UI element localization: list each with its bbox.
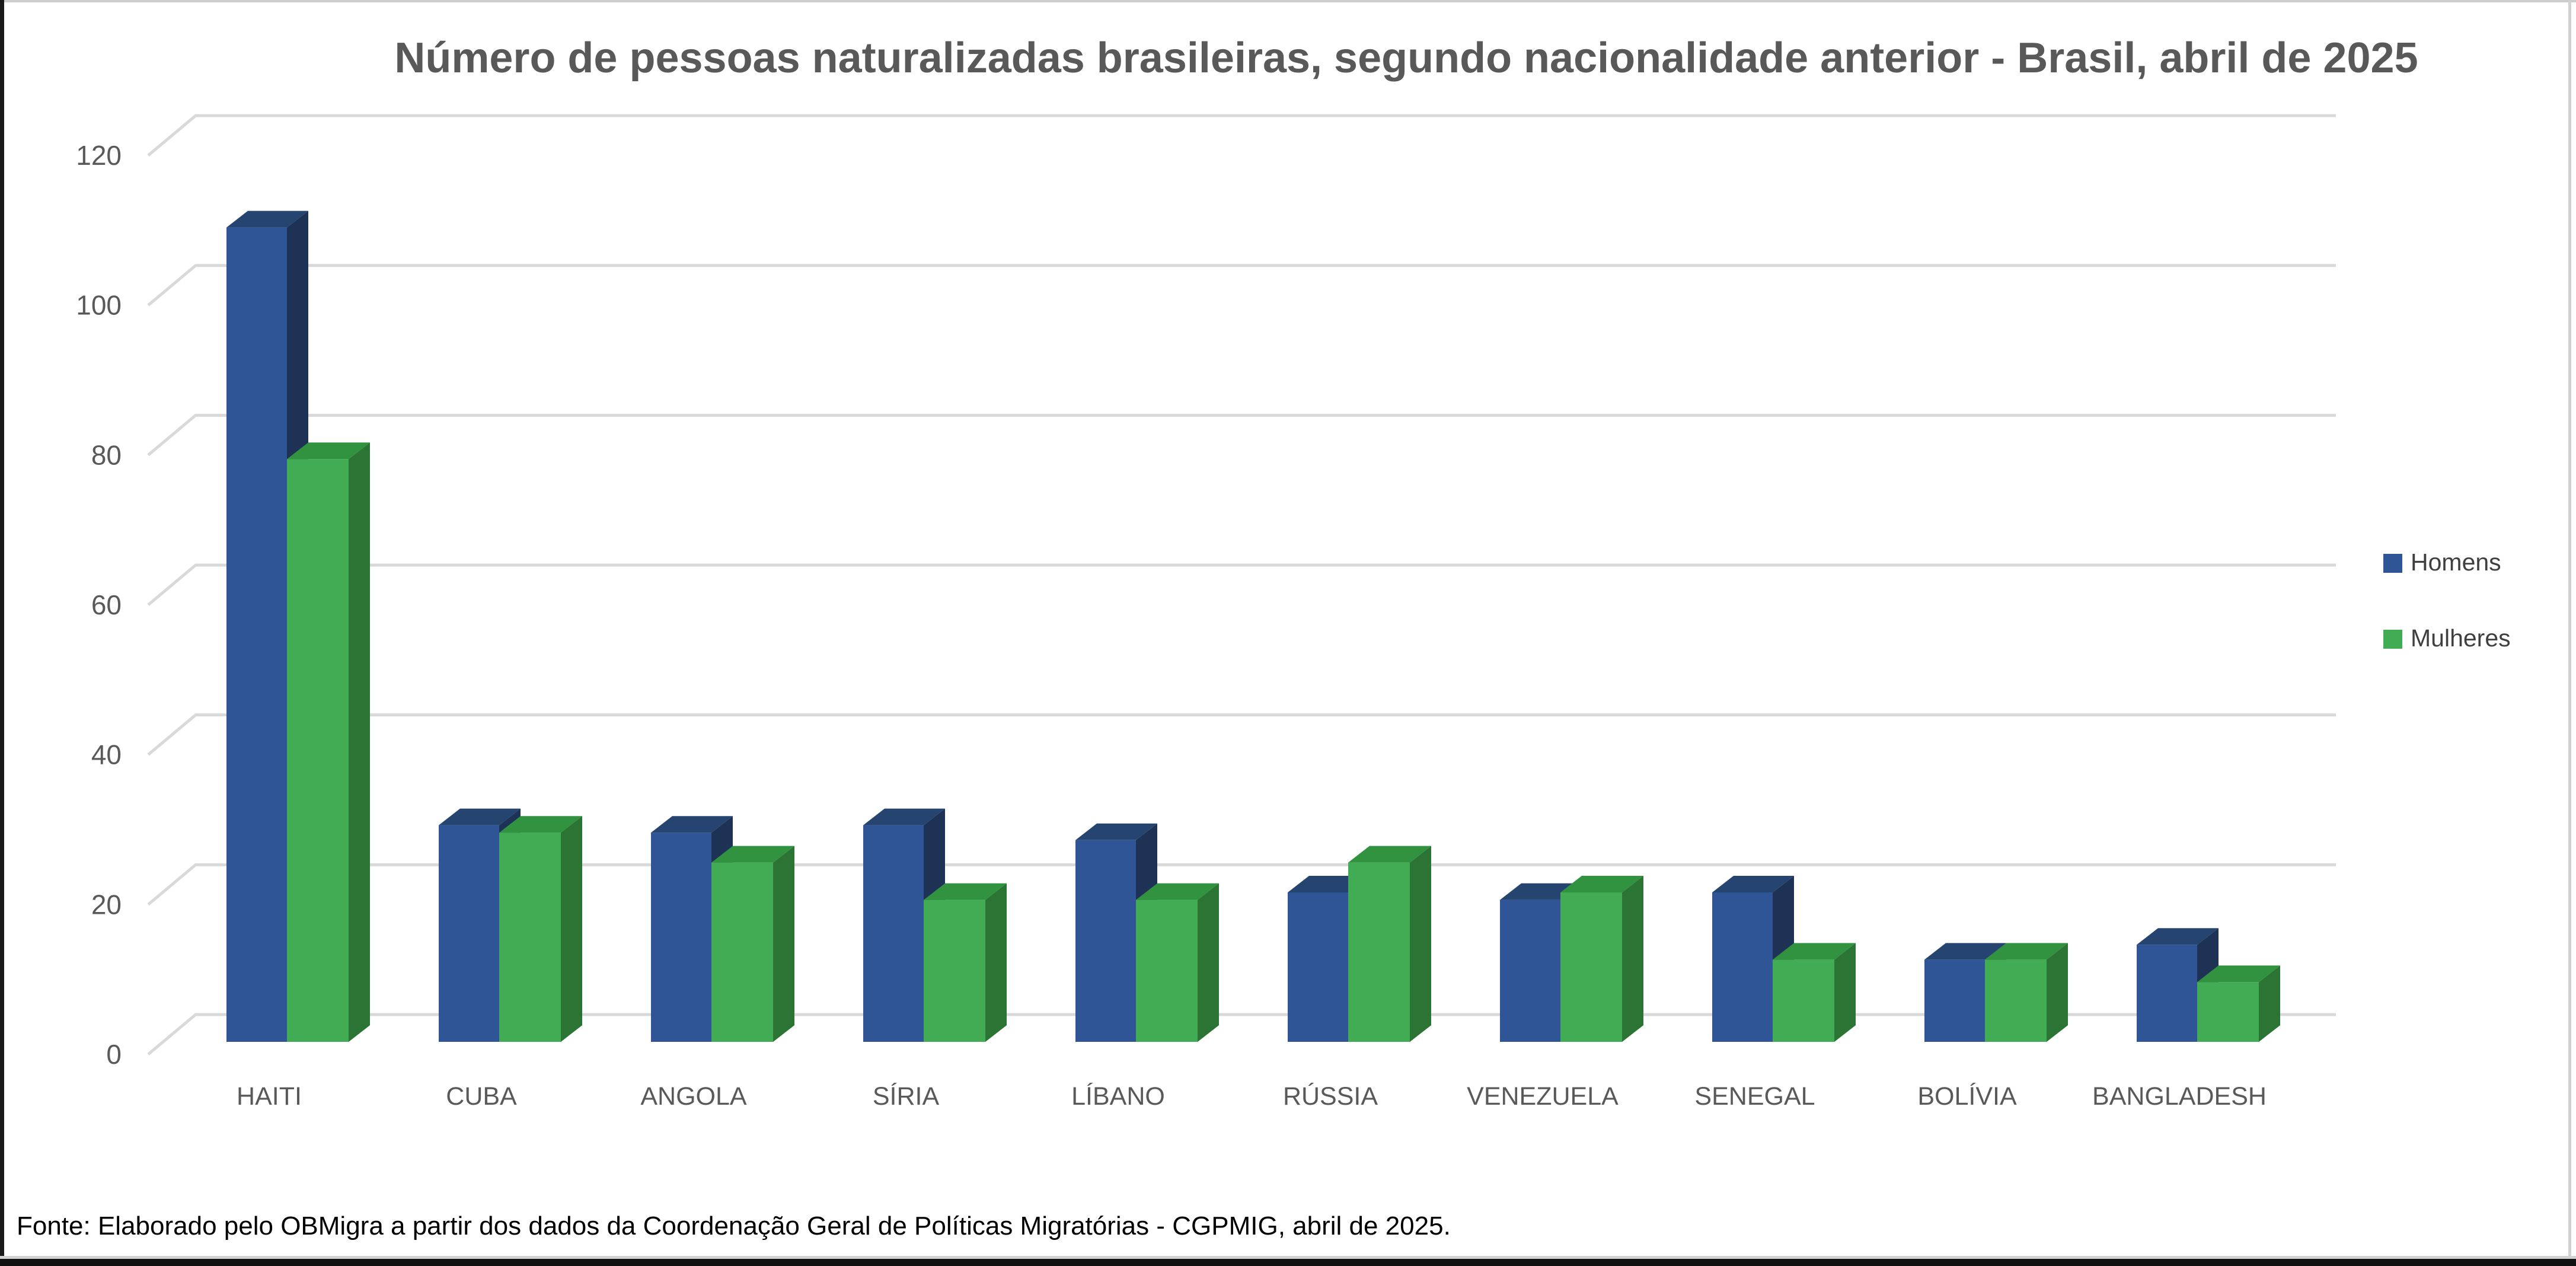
category-label-senegal: SENEGAL [1694,1082,1815,1111]
bar-top-face [1075,823,1157,840]
chart-title: Número de pessoas naturalizadas brasilei… [394,34,2418,82]
category-label-bolívia: BOLÍVIA [1917,1082,2017,1111]
bars [226,211,2280,1042]
bar-side-face [1622,876,1643,1042]
bar-front-face [1075,840,1136,1042]
bar-front-face [1560,892,1622,1042]
bar-top-face [1924,943,2006,960]
bar-top-face [2137,928,2219,945]
bar-top-face [1136,883,1219,900]
bar-front-face [2197,982,2259,1042]
gridline-60 [147,563,2336,606]
legend-label-mulheres: Mulheres [2411,624,2511,652]
category-label-angola: ANGOLA [640,1082,747,1111]
y-tick-40: 40 [91,739,122,770]
bar-front-face [1288,892,1348,1042]
bar-front-face [651,833,711,1042]
y-tick-80: 80 [91,439,122,470]
bar-mulheres-haiti [287,442,370,1042]
bar-top-face [1348,846,1431,863]
bar-side-face [2259,965,2280,1042]
bar-front-face [1985,959,2047,1042]
taskbar-strip [0,1259,2576,1266]
bar-front-face [711,862,773,1042]
y-tick-100: 100 [76,290,122,321]
bar-top-face [287,442,370,460]
gridline-20 [147,863,2336,906]
gridlines [147,114,2336,1055]
gridline-120 [147,114,2336,157]
bar-side-face [561,816,582,1042]
bar-front-face [1773,959,1834,1042]
bar-top-face [1712,876,1794,892]
y-tick-120: 120 [76,140,122,171]
category-label-líbano: LÍBANO [1071,1082,1165,1111]
legend: Homens Mulheres [2383,549,2511,652]
bar-side-face [773,846,794,1042]
window-border-bottom [0,1256,2576,1259]
bar-mulheres-senegal [1773,943,1856,1042]
bar-mulheres-cuba [499,816,582,1042]
y-axis-labels: 0 20 40 60 80 100 120 [76,140,122,1070]
bar-side-face [985,883,1007,1042]
legend-label-homens: Homens [2411,549,2501,576]
bar-top-face [863,808,945,825]
bar-side-face [1410,846,1431,1042]
bar-top-face [2197,965,2280,983]
bar-top-face [439,808,521,825]
bar-side-face [1834,943,1856,1042]
bar-front-face [924,900,985,1042]
gridline-80 [147,413,2336,457]
y-tick-0: 0 [106,1039,122,1070]
window-border-right [2568,0,2571,1266]
category-label-haiti: HAITI [237,1082,302,1111]
bar-mulheres-síria [924,883,1007,1042]
bar-front-face [1924,959,1985,1042]
bar-front-face [226,227,287,1042]
gridline-100 [147,264,2336,307]
y-tick-20: 20 [91,889,122,920]
bar-side-face [349,442,370,1042]
window-border-top [0,0,2576,2]
bar-side-face [2047,943,2068,1042]
bar-front-face [863,825,924,1042]
source-note: Fonte: Elaborado pelo OBMigra a partir d… [17,1211,1451,1241]
bar-mulheres-venezuela [1560,876,1643,1042]
bar-side-face [1198,883,1219,1042]
category-label-venezuela: VENEZUELA [1467,1082,1619,1111]
bar-mulheres-angola [711,846,794,1042]
category-label-bangladesh: BANGLADESH [2092,1082,2267,1111]
category-label-rússia: RÚSSIA [1283,1082,1378,1111]
bar-top-face [924,883,1007,900]
category-label-cuba: CUBA [446,1082,517,1111]
gridline-40 [147,713,2336,756]
bar-mulheres-líbano [1136,883,1219,1042]
bar-front-face [1136,900,1198,1042]
bar-front-face [439,825,499,1042]
bar-top-face [499,816,582,833]
bar-mulheres-rússia [1348,846,1431,1042]
bar-top-face [711,846,794,863]
legend-swatch-homens [2383,554,2402,573]
bar-front-face [499,833,561,1042]
y-tick-60: 60 [91,589,122,620]
bar-front-face [1712,892,1773,1042]
bar-top-face [1773,943,1856,960]
bar-top-face [1985,943,2068,960]
bar-front-face [1348,862,1410,1042]
bar-top-face [226,211,308,228]
bar-top-face [651,816,733,833]
bar-mulheres-bangladesh [2197,965,2280,1042]
bar-front-face [1500,900,1560,1042]
bar-front-face [287,459,349,1042]
window-border-left [0,0,4,1266]
x-axis-labels: HAITI CUBA ANGOLA SÍRIA LÍBANO RÚSSIA VENEZUEL… [237,1082,2267,1111]
bar-front-face [2137,945,2197,1042]
bar-mulheres-bolívia [1985,943,2068,1042]
legend-swatch-mulheres [2383,630,2402,649]
bar-top-face [1560,876,1643,892]
category-label-síria: SÍRIA [873,1082,940,1111]
